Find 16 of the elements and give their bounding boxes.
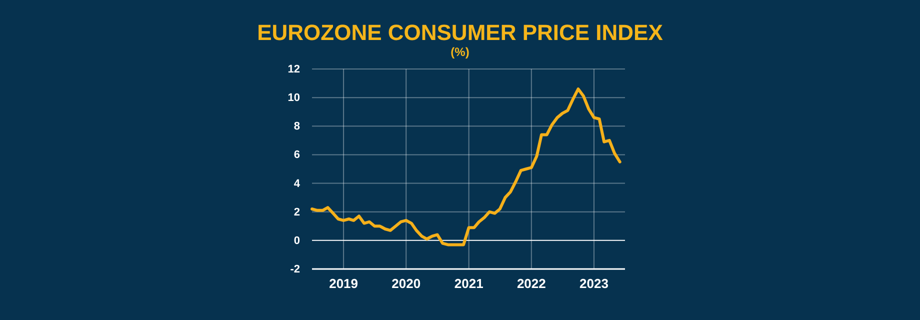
y-tick-label: 6 (294, 149, 300, 162)
y-tick-label: 12 (288, 64, 300, 76)
chart-title: EUROZONE CONSUMER PRICE INDEX (257, 20, 664, 45)
x-tick-label: 2021 (454, 276, 484, 292)
x-tick-label: 2019 (329, 276, 358, 292)
x-tick-label: 2020 (392, 276, 421, 292)
y-tick-label: 8 (294, 120, 300, 133)
chart-subtitle: (%) (450, 45, 470, 59)
x-tick-label: 2022 (516, 276, 546, 292)
y-tick-label: 4 (294, 178, 301, 190)
y-tick-label: 0 (294, 234, 300, 247)
y-tick-label: 2 (294, 206, 300, 218)
y-tick-label: -2 (290, 264, 300, 276)
x-tick-label: 2023 (580, 276, 608, 292)
y-tick-label: 10 (288, 92, 300, 104)
line-series (310, 88, 622, 246)
